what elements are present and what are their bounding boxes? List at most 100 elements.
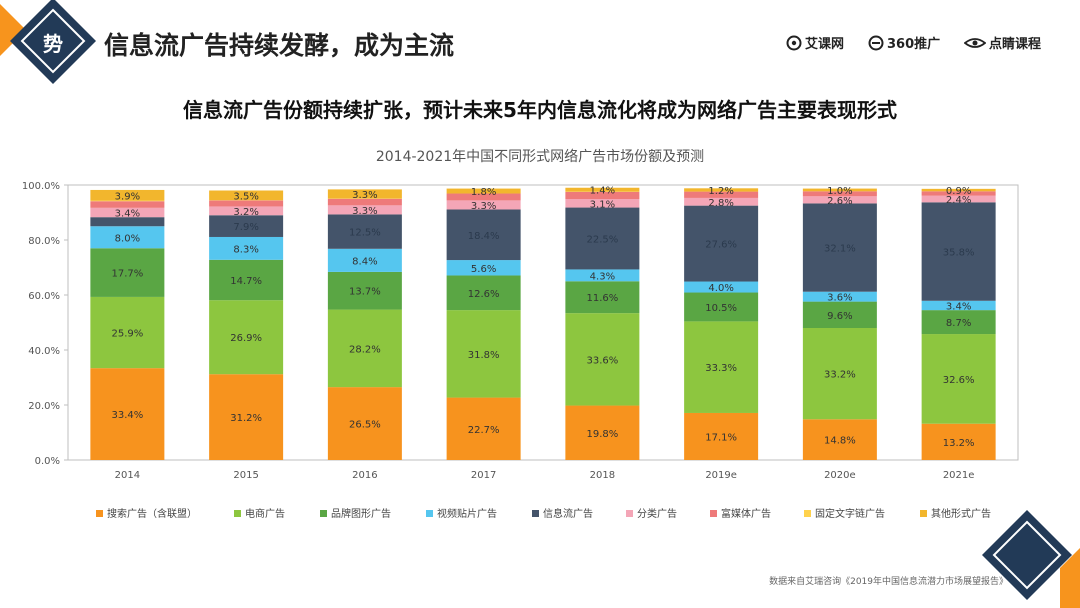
bar-segment [565,191,640,200]
data-label: 2.8% [708,198,733,209]
data-label: 18.4% [468,231,500,242]
legend-label: 电商广告 [245,507,285,520]
data-label: 13.2% [943,438,975,449]
brand-aikewang: 艾课网 [786,33,844,52]
data-label: 12.5% [349,228,381,239]
bar-segment [802,328,877,420]
data-label: 9.6% [827,311,852,322]
data-label: 3.6% [827,293,852,304]
legend-label: 视频贴片广告 [437,507,497,520]
legend-swatch [804,510,811,517]
data-label: 1.4% [590,186,615,197]
x-tick-label: 2021e [943,470,975,481]
data-label: 3.9% [115,191,140,202]
legend-swatch [920,510,927,517]
header-decoration [0,0,96,84]
data-label: 19.8% [586,429,618,440]
data-label: 14.7% [230,276,262,287]
bar-segment [684,281,759,293]
bar-segment [446,260,521,276]
bar-segment [565,187,640,192]
bar-segment [565,269,640,282]
bar-segment [802,196,877,204]
bar-segment [90,207,165,218]
footer-decoration [982,510,1080,608]
data-label: 2.6% [827,196,852,207]
data-label: 8.3% [233,244,258,255]
bar-segment [802,188,877,192]
legend-label: 分类广告 [637,507,677,520]
legend-swatch [320,510,327,517]
legend-swatch [710,510,717,517]
bar-segment [921,334,996,424]
x-tick-label: 2017 [471,470,496,481]
data-label: 22.7% [468,425,500,436]
data-label: 26.5% [349,420,381,431]
legend-label: 富媒体广告 [721,507,771,520]
bar-segment [90,201,165,208]
data-label: 17.1% [705,432,737,443]
bar-segment [446,200,521,210]
bar-segment [446,188,521,194]
bar-segment [90,296,165,369]
bar-segment [90,217,165,227]
data-label: 3.3% [471,201,496,212]
bar-segment [684,412,759,460]
bar-segment [209,200,284,207]
bar-segment [90,248,165,297]
eye-logo-icon [964,37,986,48]
bar-segment [684,191,759,198]
legend-swatch [532,510,539,517]
bar-segment [327,387,402,460]
data-label: 8.4% [352,256,377,267]
bar-segment [921,423,996,460]
data-label: 5.6% [471,264,496,275]
data-label: 3.4% [115,209,140,220]
bar-segment [684,205,759,282]
data-label: 32.1% [824,244,856,255]
brand-label: 艾课网 [805,37,845,52]
source-note: 数据来自艾瑞咨询《2019年中国信息流潜力市场展望报告》 [769,577,1008,587]
y-tick-label: 40.0% [28,346,60,357]
bar-segment [90,226,165,249]
data-label: 13.7% [349,287,381,298]
data-label: 33.4% [111,410,143,421]
header-badge: 势 [43,32,63,56]
legend-label: 信息流广告 [543,507,593,520]
data-label: 14.8% [824,436,856,447]
chart-title: 2014-2021年中国不同形式网络广告市场份额及预测 [375,149,705,165]
data-label: 32.6% [943,375,975,386]
brand-dianjing: 点睛课程 [964,33,1041,52]
data-label: 3.3% [352,206,377,217]
brand-label: 点睛课程 [989,37,1042,52]
aikewang-logo-icon [786,35,802,50]
data-label: 26.9% [230,333,262,344]
data-label: 31.2% [230,413,262,424]
data-label: 27.6% [705,240,737,251]
bar-segment [209,374,284,460]
y-tick-label: 100.0% [22,181,60,192]
legend-swatch [96,510,103,517]
bar-segment [446,275,521,311]
legend-label: 其他形式广告 [931,507,991,520]
data-label: 10.5% [705,303,737,314]
bar-segment [684,321,759,413]
bar-segment [90,200,165,202]
data-label: 22.5% [586,234,618,245]
bar-segment [565,199,640,208]
legend-label: 品牌图形广告 [331,507,391,520]
data-label: 2.4% [946,195,971,206]
x-tick-label: 2014 [115,470,140,481]
headline: 信息流广告份额持续扩张，预计未来5年内信息流化将成为网络广告主要表现形式 [183,98,897,122]
data-label: 28.2% [349,344,381,355]
bar-segment [209,190,284,201]
bar-segment [446,310,521,398]
data-label: 12.6% [468,289,500,300]
bar-segment [684,188,759,192]
360-logo-icon [868,35,884,50]
data-label: 35.8% [943,248,975,259]
bar-segment [802,301,877,328]
legend-label: 固定文字链广告 [815,507,885,520]
bar-segment [327,198,402,206]
data-label: 33.6% [586,355,618,366]
